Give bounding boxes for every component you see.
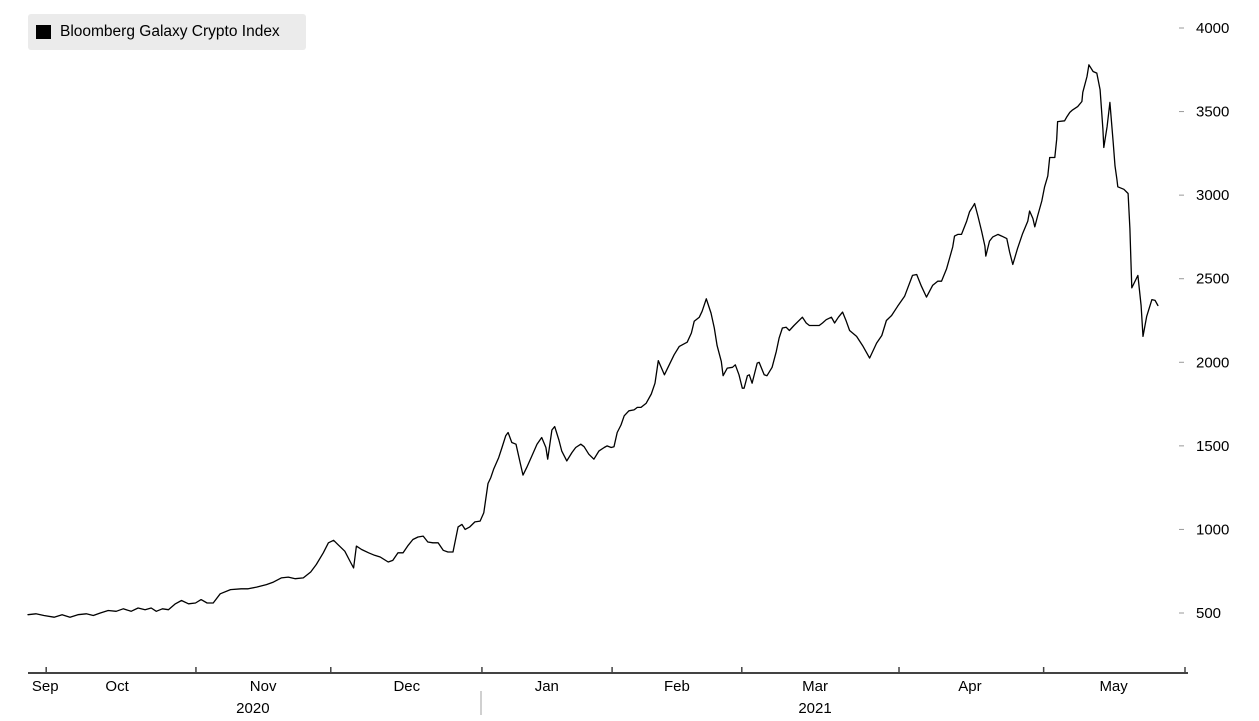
y-axis-label: 2000 bbox=[1196, 354, 1229, 371]
x-axis-month-label: Sep bbox=[32, 678, 59, 695]
x-axis-month-label: Nov bbox=[250, 678, 277, 695]
x-axis-month-label: Mar bbox=[802, 678, 828, 695]
x-axis-year-label: 2020 bbox=[236, 700, 269, 717]
x-axis-month-label: Oct bbox=[105, 678, 129, 695]
x-axis-month-label: Apr bbox=[958, 678, 981, 695]
crypto-index-line bbox=[27, 64, 1159, 618]
legend: Bloomberg Galaxy Crypto Index bbox=[28, 14, 306, 50]
x-axis-month-label: Feb bbox=[664, 678, 690, 695]
legend-swatch-icon bbox=[36, 25, 51, 39]
x-axis-month-label: May bbox=[1099, 678, 1128, 695]
y-axis-label: 2500 bbox=[1196, 271, 1229, 288]
x-axis-month-label: Dec bbox=[393, 678, 420, 695]
y-axis-label: 3500 bbox=[1196, 104, 1229, 121]
y-axis-label: 500 bbox=[1196, 605, 1221, 622]
y-axis-label: 1500 bbox=[1196, 438, 1229, 455]
y-axis-label: 4000 bbox=[1196, 20, 1229, 37]
x-axis-month-label: Jan bbox=[535, 678, 559, 695]
legend-label: Bloomberg Galaxy Crypto Index bbox=[60, 23, 280, 40]
x-axis-year-label: 2021 bbox=[798, 700, 831, 717]
y-axis-label: 1000 bbox=[1196, 521, 1229, 538]
y-axis-label: 3000 bbox=[1196, 187, 1229, 204]
